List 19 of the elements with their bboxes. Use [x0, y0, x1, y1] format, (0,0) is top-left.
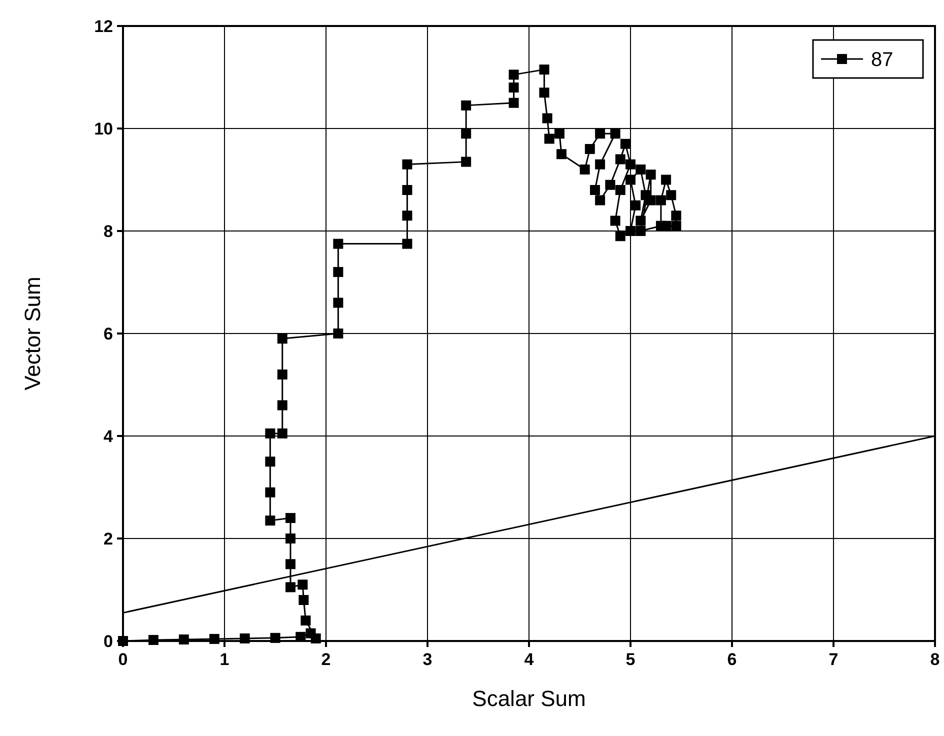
x-axis-title: Scalar Sum: [472, 686, 586, 711]
y-axis-title: Vector Sum: [20, 276, 45, 390]
x-tick-label: 7: [828, 650, 838, 669]
y-tick-label: 12: [94, 17, 113, 36]
legend-label: 87: [871, 49, 894, 71]
y-tick-label: 8: [104, 222, 113, 241]
y-tick-label: 10: [94, 120, 113, 138]
y-tick-label: 4: [104, 427, 114, 446]
y-tick-label: 0: [104, 632, 113, 651]
y-tick-label: 6: [104, 324, 113, 344]
x-tick-label: 3: [422, 650, 432, 669]
y-tick-label: 2: [104, 530, 113, 548]
x-tick-label: 6: [727, 650, 737, 669]
x-tick-label: 2: [321, 650, 331, 669]
x-tick-label: 0: [118, 650, 128, 669]
x-tick-label: 1: [220, 650, 230, 669]
x-tick-label: 5: [626, 650, 636, 669]
x-tick-label: 4: [524, 650, 534, 669]
x-tick-label: 8: [930, 650, 940, 669]
